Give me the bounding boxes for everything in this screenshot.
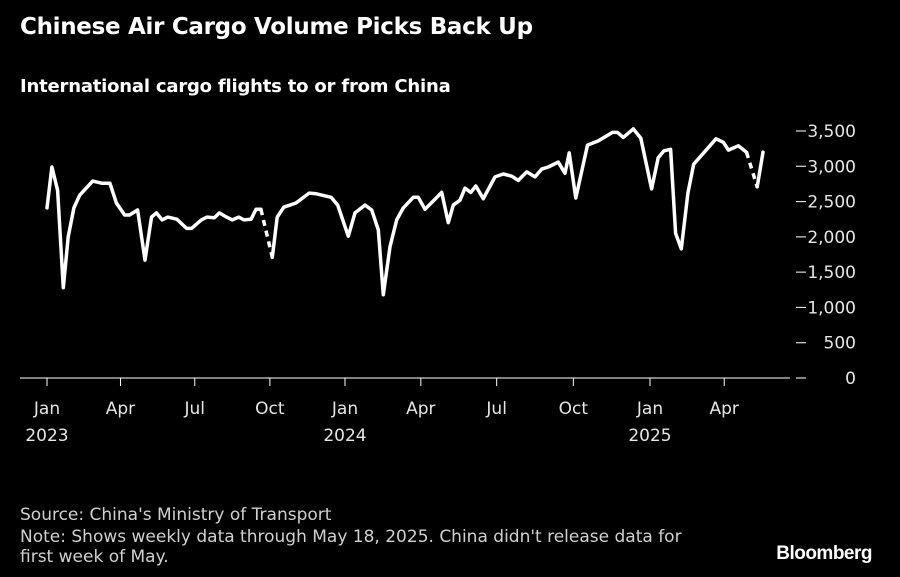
y-tick-label: 2,000 — [807, 228, 856, 248]
x-tick-label: Oct — [255, 399, 285, 419]
x-year-label: 2024 — [323, 426, 366, 446]
x-tick-label: Oct — [559, 399, 589, 419]
y-tick-label: 500 — [824, 334, 856, 354]
x-tick-label: Jul — [485, 399, 507, 419]
y-tick-label: 1,000 — [807, 298, 856, 318]
x-tick-label: Jan — [331, 399, 358, 419]
series-line — [755, 150, 765, 189]
source-note: Source: China's Ministry of Transport — [20, 505, 332, 525]
x-tick-label: Apr — [406, 399, 435, 419]
chart-subtitle: International cargo flights to or from C… — [20, 76, 451, 97]
x-tick-label: Apr — [106, 399, 135, 419]
y-tick-label: 1,500 — [807, 263, 856, 283]
y-tick-label: 3,000 — [807, 157, 856, 177]
series-line — [270, 127, 749, 297]
footnote: Note: Shows weekly data through May 18, … — [20, 527, 682, 567]
x-tick-label: Jul — [184, 399, 206, 419]
bloomberg-logo: Bloomberg — [776, 543, 872, 564]
series-line-dashed-gap — [259, 208, 275, 258]
series-line — [45, 165, 263, 290]
x-tick-label: Jan — [636, 399, 663, 419]
y-tick-label: 0 — [845, 369, 856, 389]
x-year-label: 2023 — [25, 426, 68, 446]
y-tick-label: 3,500 — [807, 122, 856, 142]
series-line-dashed-gap — [744, 151, 759, 188]
x-tick-label: Jan — [33, 399, 60, 419]
chart-title: Chinese Air Cargo Volume Picks Back Up — [20, 14, 533, 40]
y-tick-label: 2,500 — [807, 193, 856, 213]
x-year-label: 2025 — [628, 426, 671, 446]
x-tick-label: Apr — [710, 399, 739, 419]
